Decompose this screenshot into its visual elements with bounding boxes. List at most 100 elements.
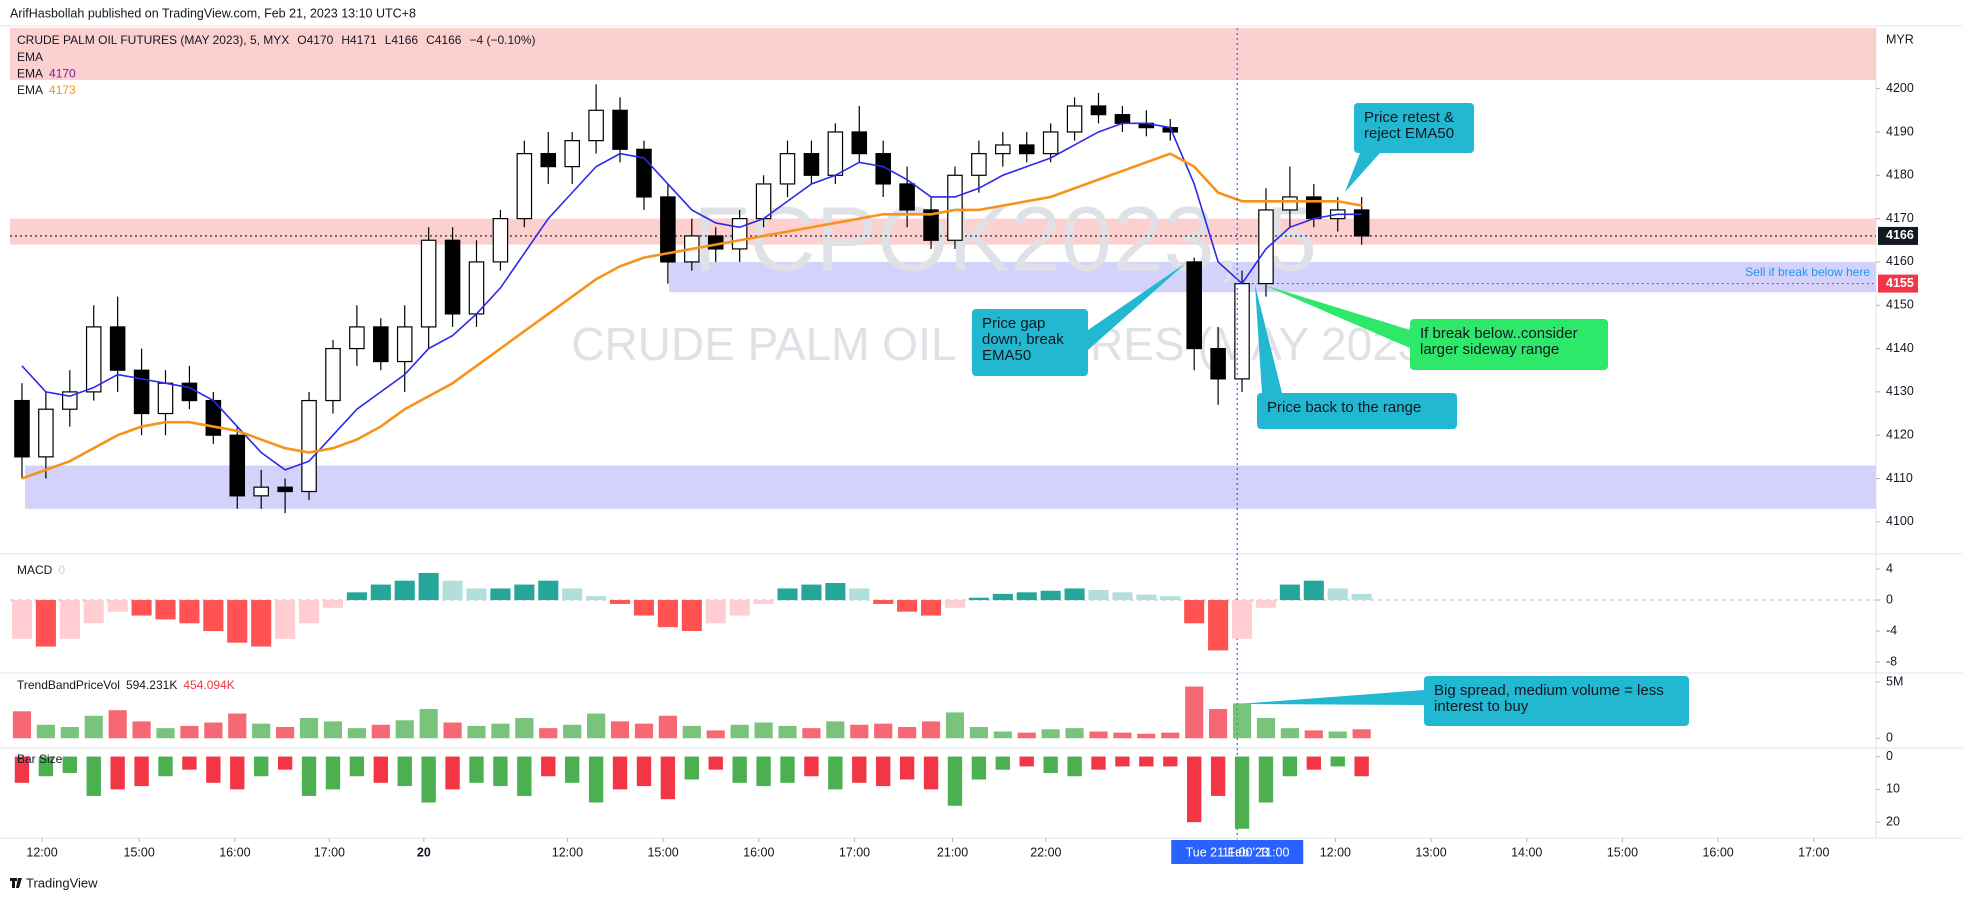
volume-bar [778,725,797,739]
x-tick-label: 11:00 [1222,845,1252,859]
bar-size-bar [732,756,747,783]
candle-body [1258,209,1274,285]
volume-bar [921,721,941,739]
bar-size-bar [110,756,125,790]
bar-size-bar [230,756,245,790]
bar-size-bar [14,756,30,783]
bar-size-bar [86,756,101,796]
bar-size-bar [899,756,915,780]
macd-bar [944,600,966,608]
x-tick-label: 15:00 [124,845,155,859]
price-label: 4155 [1886,276,1914,290]
candle-body [731,218,748,250]
macd-bar [538,580,559,601]
candle-body [1066,105,1083,133]
bar-size-bar [804,756,819,777]
macd-bar [992,593,1013,601]
macd-bar [275,600,296,639]
x-tick-label: 15:00 [1607,845,1638,859]
x-tick-label: 21:00 [937,845,968,859]
candle-body [1042,131,1059,155]
volume-bar [1304,730,1323,739]
bar-size-bar [445,756,460,790]
legend-text: H4171 [341,33,377,47]
price-line-text: Sell if break below here [1745,265,1870,279]
volume-bar [682,725,701,739]
bar-size-bar [62,756,77,773]
volume-bar [180,725,199,739]
volume-bar [12,711,32,739]
x-tick-label: 20 [417,845,431,859]
callout-pointer [1345,153,1380,192]
volume-bar [395,720,414,739]
callout-text: Price gap [982,315,1045,332]
macd-bar [179,600,200,624]
macd-bar [825,583,846,601]
bar-size-bar [301,756,317,796]
bar-size-bar [1258,756,1274,803]
macd-bar [633,600,655,616]
x-tick-label: 14:00 [1511,845,1542,859]
candle-body [779,153,796,185]
callout-text: larger sideway range [1420,341,1559,358]
volume-bar [945,712,965,739]
y-tick-label: 4200 [1886,81,1914,95]
macd-bar [1040,590,1061,601]
macd-bar [1279,584,1300,601]
candle-body [516,153,533,220]
volume-bar [371,724,390,739]
x-tick-label: 16:00 [219,845,250,859]
callout-text: If break below..consider [1420,325,1578,342]
macd-bar [394,580,415,601]
macd-bar [1255,600,1277,608]
x-tick-label: 16:00 [743,845,774,859]
callout-pointer [1088,263,1186,350]
volume-bar [1280,728,1299,739]
volume-bar [634,723,654,739]
bar-size-bar [397,756,412,787]
candle-body [1186,261,1202,350]
candle-body [253,486,269,497]
macd-bar [370,584,391,601]
volume-bar [1161,732,1180,739]
bar-size-bar [158,756,173,777]
macd-bar [298,600,320,624]
y-tick-label: 10 [1886,782,1900,796]
volume-bar [491,723,510,739]
candle-body [1090,105,1107,116]
macd-bar [1351,593,1372,601]
candle-body [995,144,1011,155]
bar-size-bar [469,756,484,783]
callout-box [1354,103,1474,153]
x-tick-label: 17:00 [839,845,870,859]
candle-body [277,486,293,493]
y-tick-label: 4 [1886,561,1893,575]
volume-bar [60,727,79,739]
x-tick-label: 11:00 [1259,845,1289,859]
volume-bar [850,724,869,739]
volume-bar [1113,732,1132,739]
bar-size-bar [612,756,628,790]
macd-bar [83,600,104,624]
bar-size-bar [708,756,723,770]
zone [10,218,1876,245]
bar-size-bar [421,756,436,803]
macd-bar [35,600,56,647]
volume-bar [467,725,486,739]
candle-body [899,183,915,211]
pane-value: 594.231K [126,678,177,692]
y-tick-label: -4 [1886,623,1897,637]
candle-body [971,153,987,176]
macd-bar [442,580,463,601]
volume-bar [1185,686,1204,739]
macd-bar [705,600,726,624]
bar-size-bar [1187,756,1202,823]
price-label-box [1878,274,1918,293]
bar-size-bar [517,756,532,796]
macd-bar [107,600,128,612]
bar-size-bar [349,756,365,777]
x-tick-label: 17:00 [314,845,345,859]
y-tick-label: 4130 [1886,384,1914,398]
callout-box [1424,676,1689,726]
